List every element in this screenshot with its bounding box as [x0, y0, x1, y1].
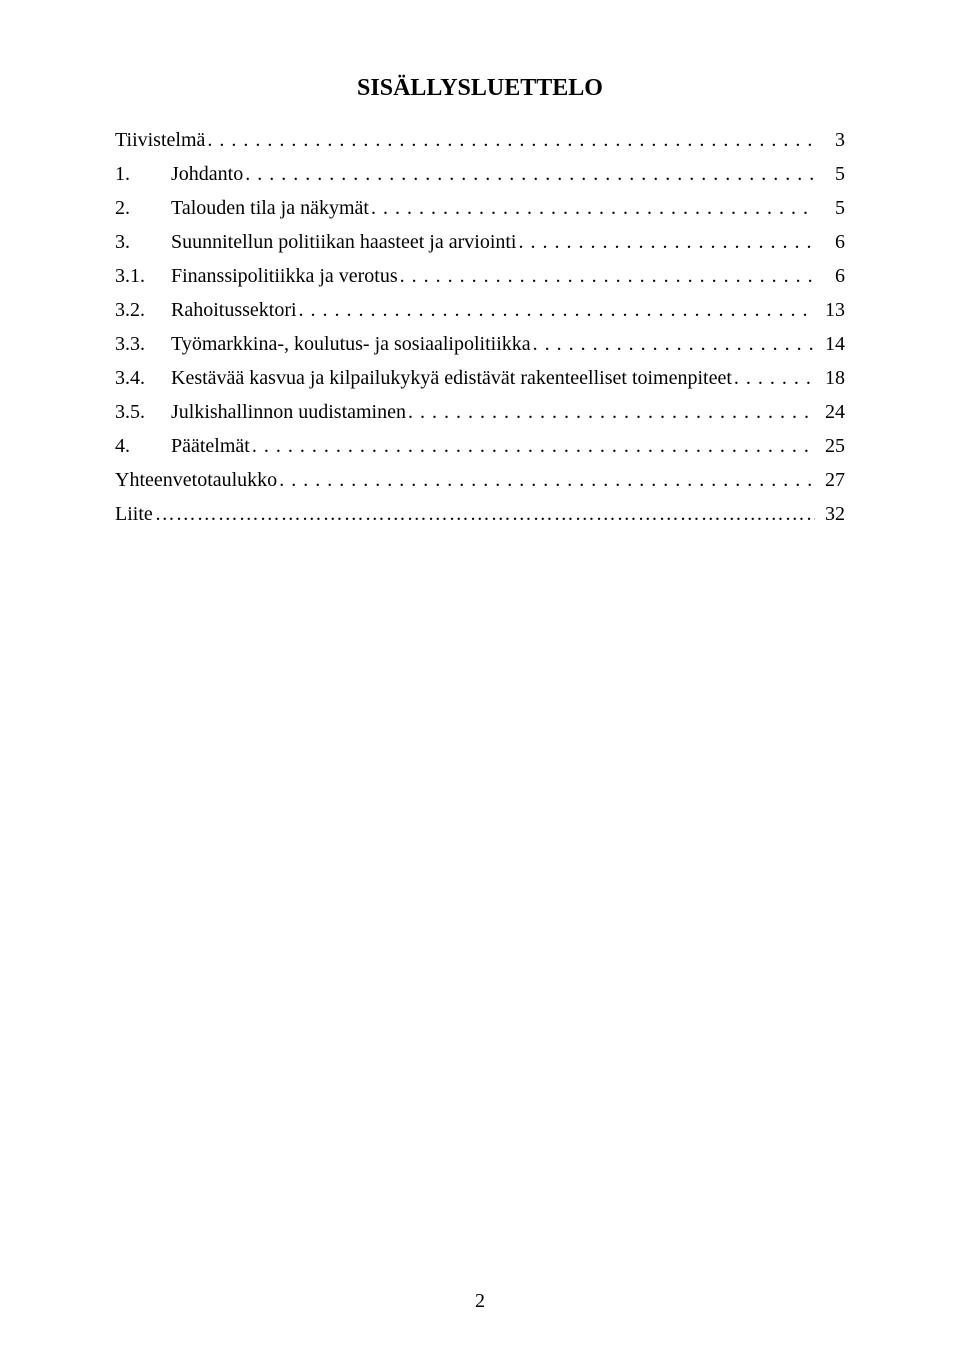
toc-entry-page: 27 — [817, 470, 845, 490]
toc-entry-page: 14 — [817, 334, 845, 354]
toc-leader: . . . . . . . . . . . . . . . . . . . . … — [279, 470, 815, 490]
toc-entry-label: Liite — [115, 504, 153, 524]
toc-entry-text: Yhteenvetotaulukko — [115, 469, 277, 491]
toc-entry-label: Tiivistelmä — [115, 130, 205, 150]
toc-leader: . . . . . . . . . . . . . . . . . . . . … — [245, 164, 815, 184]
toc-entry-number: 2. — [115, 198, 171, 218]
toc-entry-number: 3.4. — [115, 368, 171, 388]
toc-leader: . . . . . . . . . . . . . . . . . . . . … — [734, 368, 815, 388]
toc-leader: . . . . . . . . . . . . . . . . . . . . … — [408, 402, 815, 422]
toc-entry-label: 3.3.Työmarkkina-, koulutus- ja sosiaalip… — [115, 334, 531, 354]
toc-title: SISÄLLYSLUETTELO — [115, 75, 845, 102]
toc-entry-label: Yhteenvetotaulukko — [115, 470, 277, 490]
toc-entry-text: Tiivistelmä — [115, 129, 205, 151]
page-number: 2 — [0, 1290, 960, 1313]
toc-entry-page: 6 — [817, 232, 845, 252]
toc-entry-label: 3.Suunnitellun politiikan haasteet ja ar… — [115, 232, 517, 252]
toc-entry-page: 13 — [817, 300, 845, 320]
toc-leader: . . . . . . . . . . . . . . . . . . . . … — [252, 436, 815, 456]
toc-entry-page: 32 — [817, 504, 845, 524]
toc-leader: . . . . . . . . . . . . . . . . . . . . … — [519, 232, 816, 252]
toc-entry-text: Julkishallinnon uudistaminen — [171, 401, 406, 423]
toc-entry-text: Työmarkkina-, koulutus- ja sosiaalipolit… — [171, 333, 531, 355]
toc-entry: Yhteenvetotaulukko. . . . . . . . . . . … — [115, 470, 845, 490]
toc-entry: 1.Johdanto. . . . . . . . . . . . . . . … — [115, 164, 845, 184]
toc-entry: 2.Talouden tila ja näkymät. . . . . . . … — [115, 198, 845, 218]
toc-entry-text: Päätelmät — [171, 435, 250, 457]
toc-entry-page: 5 — [817, 164, 845, 184]
toc-entry: 3.Suunnitellun politiikan haasteet ja ar… — [115, 232, 845, 252]
toc-entry-label: 3.5.Julkishallinnon uudistaminen — [115, 402, 406, 422]
toc-leader: . . . . . . . . . . . . . . . . . . . . … — [371, 198, 815, 218]
toc-entry-label: 4.Päätelmät — [115, 436, 250, 456]
toc-entry-page: 18 — [817, 368, 845, 388]
toc-entry-number: 3. — [115, 232, 171, 252]
table-of-contents: Tiivistelmä. . . . . . . . . . . . . . .… — [115, 130, 845, 524]
toc-entry: Tiivistelmä. . . . . . . . . . . . . . .… — [115, 130, 845, 150]
toc-entry-label: 3.4.Kestävää kasvua ja kilpailukykyä edi… — [115, 368, 732, 388]
toc-entry-text: Rahoitussektori — [171, 299, 297, 321]
toc-entry-label: 1.Johdanto — [115, 164, 243, 184]
toc-entry-number: 3.1. — [115, 266, 171, 286]
toc-entry-page: 25 — [817, 436, 845, 456]
toc-entry-number: 3.3. — [115, 334, 171, 354]
toc-entry: Liite……………………………………………………………………………………………… — [115, 504, 845, 524]
toc-leader: . . . . . . . . . . . . . . . . . . . . … — [207, 130, 815, 150]
toc-entry-text: Finanssipolitiikka ja verotus — [171, 265, 398, 287]
toc-entry-label: 3.2.Rahoitussektori — [115, 300, 297, 320]
toc-leader: . . . . . . . . . . . . . . . . . . . . … — [299, 300, 815, 320]
toc-leader: …………………………………………………………………………………………………………… — [155, 504, 815, 524]
toc-entry-number: 4. — [115, 436, 171, 456]
toc-entry-label: 2.Talouden tila ja näkymät — [115, 198, 369, 218]
toc-entry-text: Talouden tila ja näkymät — [171, 197, 369, 219]
toc-entry-page: 3 — [817, 130, 845, 150]
toc-entry: 3.2.Rahoitussektori. . . . . . . . . . .… — [115, 300, 845, 320]
toc-entry-number: 3.5. — [115, 402, 171, 422]
toc-entry: 3.5.Julkishallinnon uudistaminen. . . . … — [115, 402, 845, 422]
toc-entry-text: Kestävää kasvua ja kilpailukykyä edistäv… — [171, 367, 732, 389]
toc-entry-text: Liite — [115, 503, 153, 525]
toc-entry-text: Johdanto — [171, 163, 243, 185]
toc-entry-number: 3.2. — [115, 300, 171, 320]
toc-leader: . . . . . . . . . . . . . . . . . . . . … — [533, 334, 815, 354]
document-page: SISÄLLYSLUETTELO Tiivistelmä. . . . . . … — [0, 0, 960, 1369]
toc-entry-page: 24 — [817, 402, 845, 422]
toc-entry: 3.4.Kestävää kasvua ja kilpailukykyä edi… — [115, 368, 845, 388]
toc-entry: 3.3.Työmarkkina-, koulutus- ja sosiaalip… — [115, 334, 845, 354]
toc-entry: 3.1.Finanssipolitiikka ja verotus. . . .… — [115, 266, 845, 286]
toc-entry-page: 5 — [817, 198, 845, 218]
toc-entry-text: Suunnitellun politiikan haasteet ja arvi… — [171, 231, 517, 253]
toc-leader: . . . . . . . . . . . . . . . . . . . . … — [400, 266, 815, 286]
toc-entry-label: 3.1.Finanssipolitiikka ja verotus — [115, 266, 398, 286]
toc-entry-number: 1. — [115, 164, 171, 184]
toc-entry-page: 6 — [817, 266, 845, 286]
toc-entry: 4.Päätelmät. . . . . . . . . . . . . . .… — [115, 436, 845, 456]
